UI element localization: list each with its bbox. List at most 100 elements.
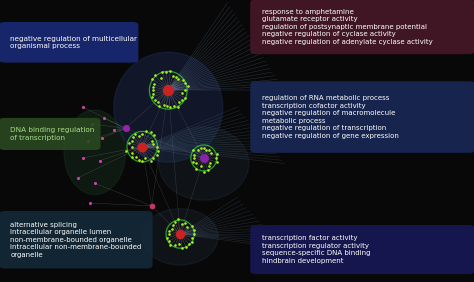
Point xyxy=(148,204,155,208)
Point xyxy=(203,147,210,152)
Point xyxy=(149,91,156,96)
Point xyxy=(175,242,182,246)
Point xyxy=(172,75,180,80)
Point xyxy=(100,116,108,121)
Point xyxy=(160,102,167,107)
Text: transcription factor activity
transcription regulator activity
sequence-specific: transcription factor activity transcript… xyxy=(262,235,370,264)
Point xyxy=(189,148,197,152)
Point xyxy=(91,181,99,186)
Point xyxy=(190,232,198,236)
Point xyxy=(150,82,158,86)
FancyBboxPatch shape xyxy=(0,22,138,63)
Text: negative regulation of multicellular
organismal process: negative regulation of multicellular org… xyxy=(10,36,137,49)
Point xyxy=(170,104,177,109)
Point xyxy=(74,175,82,180)
Point xyxy=(194,147,202,152)
Point xyxy=(98,136,106,140)
Point xyxy=(138,144,146,149)
Point xyxy=(138,158,146,163)
Point xyxy=(148,95,156,100)
Point xyxy=(123,149,130,153)
Point xyxy=(154,149,162,153)
Point xyxy=(184,84,192,88)
Point xyxy=(153,153,160,157)
Point xyxy=(200,170,208,175)
Point xyxy=(163,236,171,240)
Point xyxy=(149,88,157,92)
Point xyxy=(149,85,157,89)
Point xyxy=(206,148,213,153)
Point xyxy=(212,156,219,160)
Point xyxy=(188,224,196,229)
Point xyxy=(175,100,182,104)
Point xyxy=(159,70,166,75)
Point xyxy=(86,201,94,205)
Point xyxy=(155,103,163,108)
Point xyxy=(165,232,173,236)
Point xyxy=(125,141,133,145)
Point xyxy=(129,135,137,140)
Point xyxy=(185,242,192,246)
Point xyxy=(213,151,221,156)
Point xyxy=(128,155,136,159)
Point xyxy=(149,76,156,81)
Text: regulation of RNA metabolic process
transcription cofactor activity
negative reg: regulation of RNA metabolic process tran… xyxy=(262,95,399,139)
Point xyxy=(179,91,186,96)
Point xyxy=(151,98,158,102)
Point xyxy=(176,232,184,236)
Point xyxy=(147,130,155,135)
Point xyxy=(79,105,87,109)
Point xyxy=(190,153,198,157)
Point xyxy=(178,246,186,250)
Point xyxy=(171,220,178,224)
Point xyxy=(182,245,190,249)
Point xyxy=(128,144,136,149)
Point xyxy=(179,78,187,82)
Point xyxy=(192,166,200,171)
Point xyxy=(174,217,182,222)
Point xyxy=(153,144,160,149)
Point xyxy=(200,146,208,150)
Text: DNA binding regulation
of transcription: DNA binding regulation of transcription xyxy=(10,127,95,141)
Point xyxy=(136,134,143,138)
Point xyxy=(122,126,129,131)
Point xyxy=(131,131,138,136)
Point xyxy=(165,239,173,244)
Point xyxy=(189,159,197,164)
Point xyxy=(135,158,142,162)
Point xyxy=(165,229,173,233)
Point xyxy=(181,95,189,100)
Point xyxy=(174,77,182,81)
Point xyxy=(166,243,174,248)
Point xyxy=(169,223,176,228)
Ellipse shape xyxy=(114,52,223,162)
Point xyxy=(166,104,174,109)
Point xyxy=(171,243,179,248)
Point xyxy=(192,161,200,166)
Point xyxy=(143,129,150,134)
Point xyxy=(188,235,196,240)
Point xyxy=(154,100,161,104)
Text: alternative splicing
intracellular organelle lumen
non-membrane-bounded organell: alternative splicing intracellular organ… xyxy=(10,222,142,258)
Point xyxy=(166,68,174,73)
Point xyxy=(163,104,170,108)
Point xyxy=(181,88,189,92)
Point xyxy=(148,139,155,144)
Point xyxy=(157,76,165,80)
Point xyxy=(163,70,170,75)
Point xyxy=(128,139,136,143)
Point xyxy=(150,141,157,146)
Point xyxy=(89,122,96,126)
Point xyxy=(190,228,197,232)
FancyBboxPatch shape xyxy=(0,118,100,150)
Point xyxy=(213,160,220,164)
FancyBboxPatch shape xyxy=(250,81,474,153)
Point xyxy=(128,150,136,155)
Point xyxy=(169,74,176,79)
Ellipse shape xyxy=(159,127,249,200)
Point xyxy=(178,222,185,226)
Ellipse shape xyxy=(64,110,126,195)
FancyBboxPatch shape xyxy=(0,211,153,268)
Point xyxy=(150,133,158,137)
Point xyxy=(182,80,189,85)
